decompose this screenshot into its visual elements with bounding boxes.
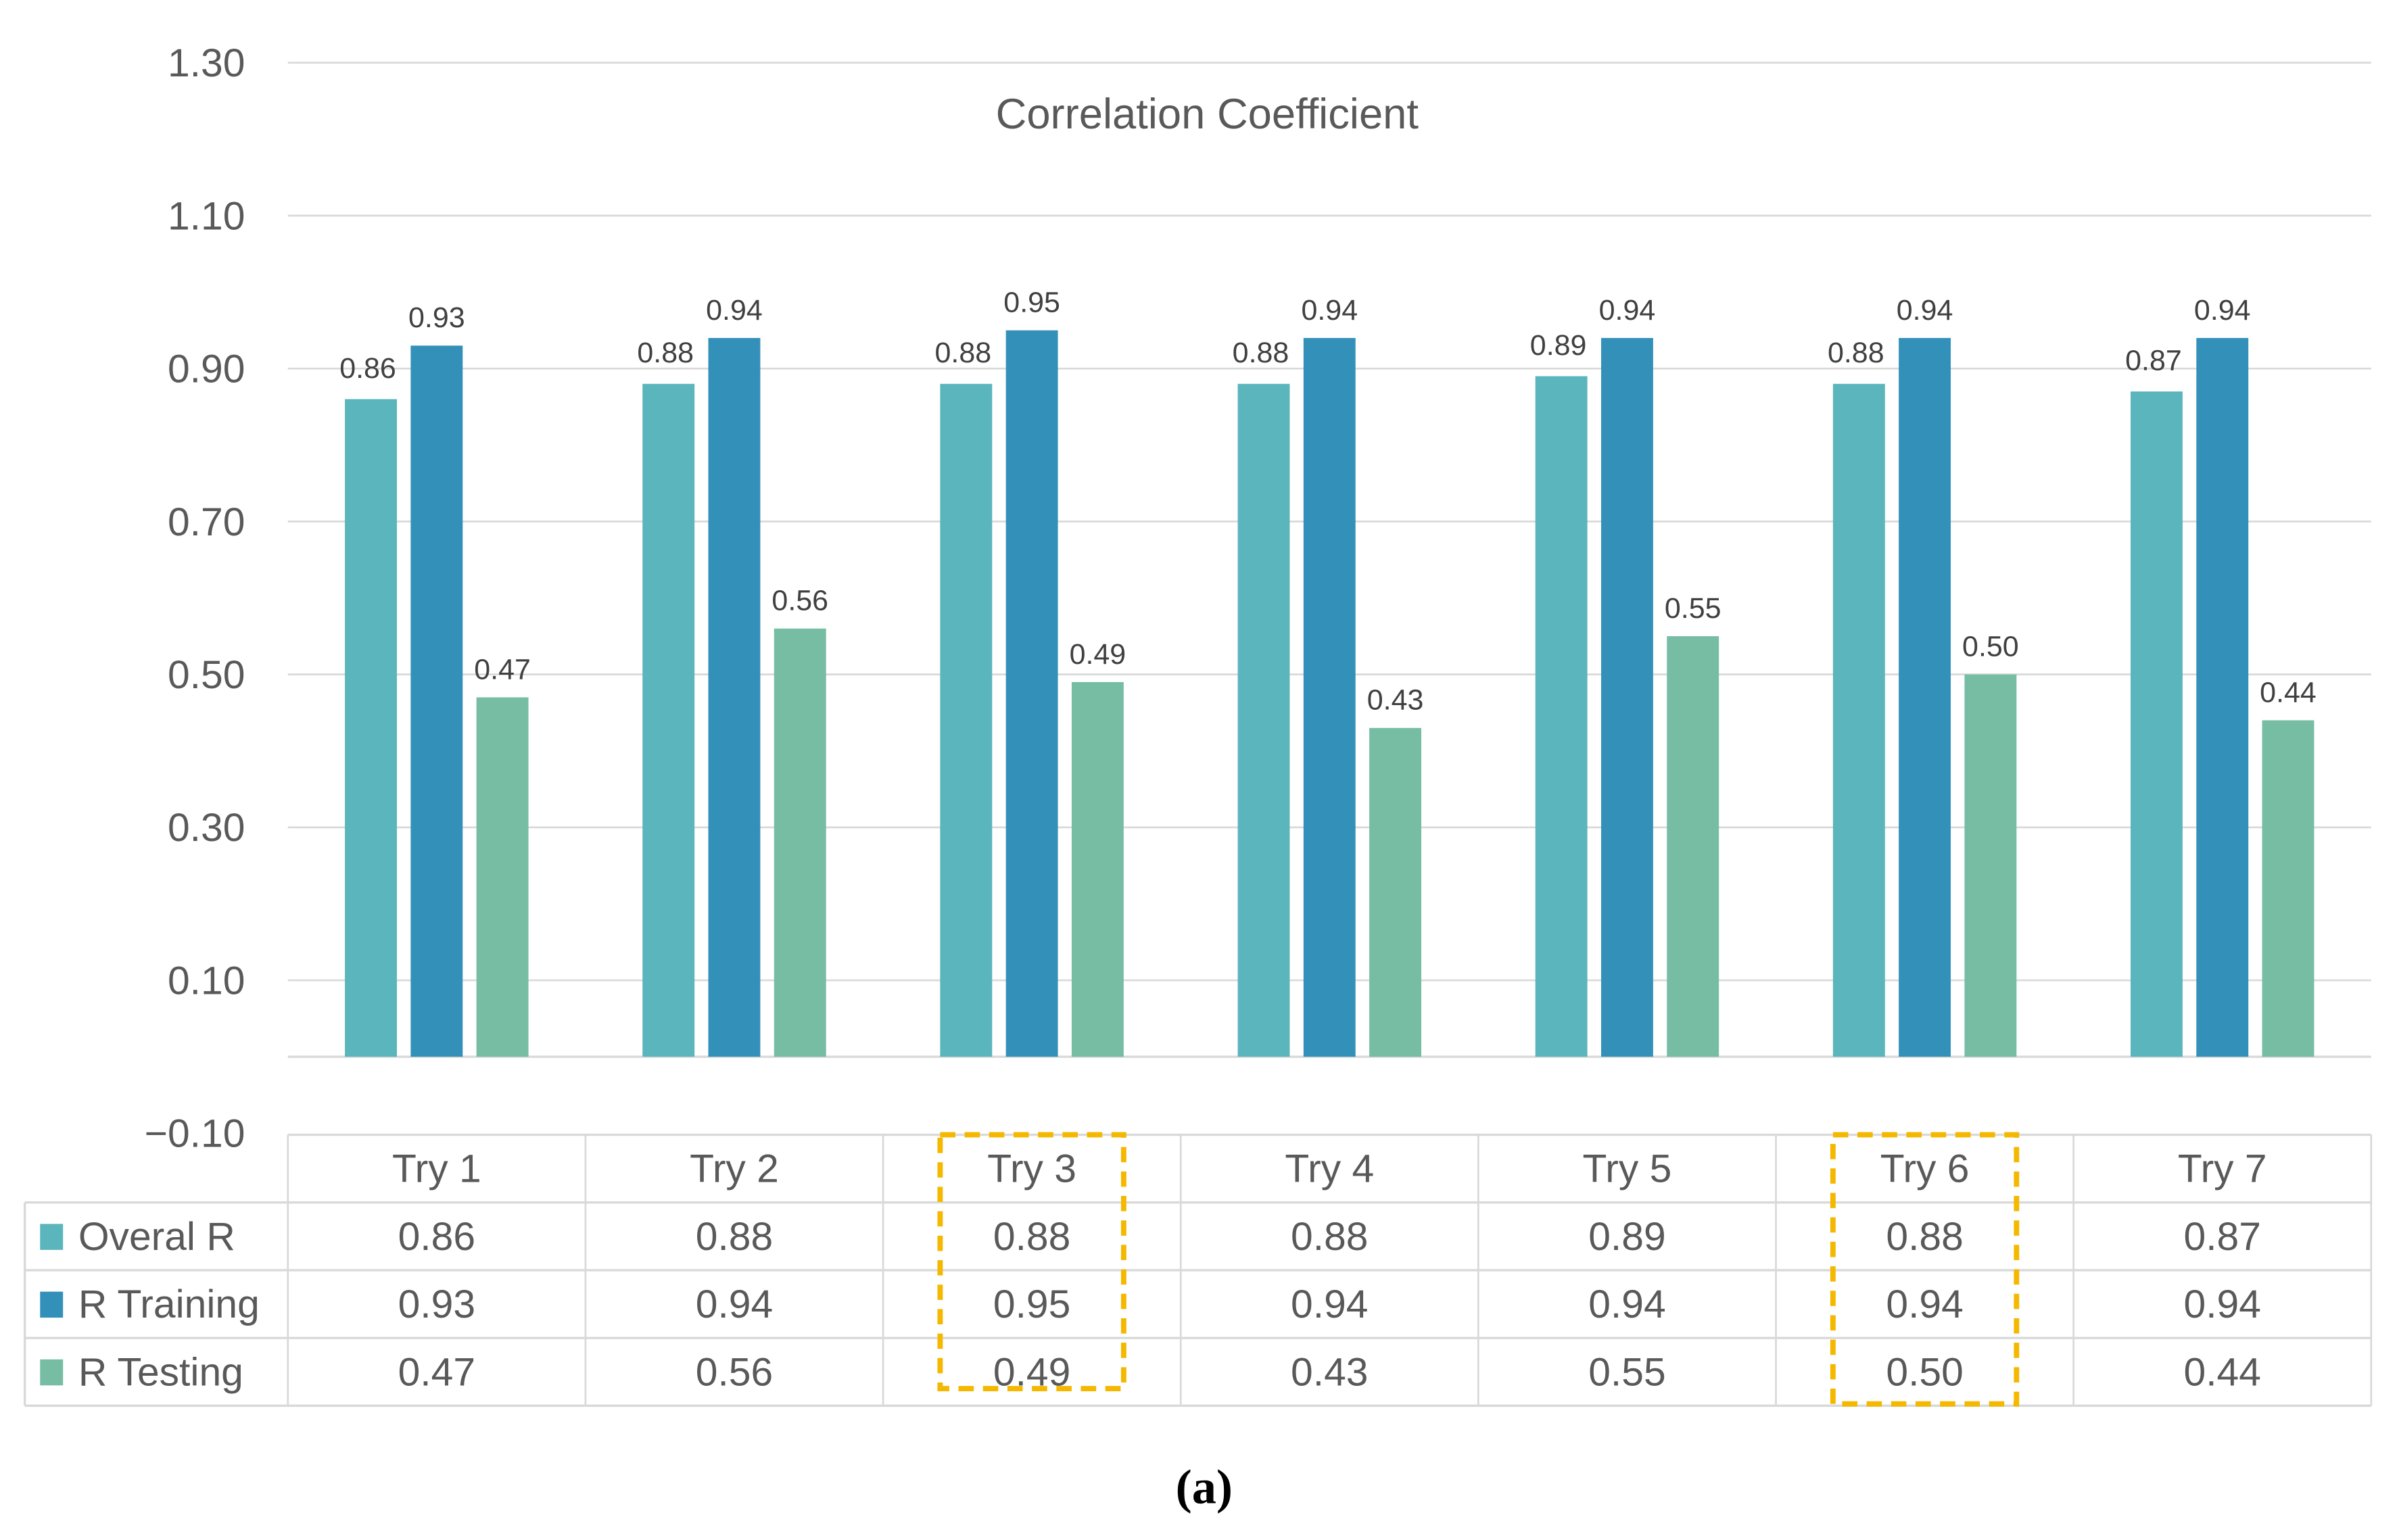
figure-caption: (a) [1176,1460,1233,1514]
legend-label: R Testing [78,1350,243,1394]
table-cell: 0.56 [696,1350,773,1394]
category-label: Try 2 [690,1147,779,1191]
data-label: 0.89 [1530,329,1587,362]
bar-overal-r [642,383,695,1057]
data-label: 0.94 [706,294,763,327]
data-label: 0.94 [1897,294,1953,327]
bar-r-testing [1071,681,1124,1057]
table-cell: 0.47 [398,1350,475,1394]
table-cell: 0.94 [1291,1282,1368,1326]
bar-r-testing [476,697,529,1057]
data-label: 0.88 [935,337,992,369]
table-cell: 0.88 [696,1215,773,1259]
y-tick-label: 0.30 [168,806,245,850]
y-tick-label: 1.30 [168,41,245,85]
data-labels: 0.86 0.88 0.88 0.88 0.89 0.88 0.87 0.93 0.94 0.95… [339,286,2317,716]
data-label: 0.47 [474,653,531,685]
bars [345,330,2314,1057]
data-label: 0.86 [339,352,396,385]
table-cell: 0.88 [1291,1215,1368,1259]
legend-swatch [40,1291,64,1318]
data-label: 0.50 [1962,630,2019,663]
y-tick-label: 0.50 [168,653,245,697]
bar-r-training [1600,337,1653,1057]
bar-r-testing [1964,674,2017,1057]
legend-swatch [40,1224,64,1250]
bar-overal-r [1535,376,1588,1057]
table-cell: 0.55 [1588,1350,1665,1394]
highlight-box [937,1132,1126,1392]
data-label: 0.95 [1003,286,1060,318]
bar-r-training [1005,330,1058,1057]
bar-r-training [708,337,761,1057]
table-cell: 0.86 [398,1215,475,1259]
y-tick-label: 1.10 [168,194,245,238]
table-cell: 0.94 [696,1282,773,1326]
data-label: 0.44 [2260,676,2317,708]
data-label: 0.94 [2194,294,2251,327]
category-label: Try 7 [2178,1147,2267,1191]
bar-r-training [410,345,463,1057]
category-label: Try 3 [987,1147,1076,1191]
table-cell: 0.88 [993,1215,1070,1259]
bar-overal-r [345,399,398,1057]
table-cell: 0.94 [1886,1282,1963,1326]
category-label: Try 5 [1583,1147,1672,1191]
bar-r-testing [1369,727,1422,1057]
y-tick-label: 0.70 [168,500,245,544]
table-cell: 0.44 [2184,1350,2261,1394]
data-label: 0.43 [1367,684,1424,717]
table-cell: 0.50 [1886,1350,1963,1394]
table-cell: 0.95 [993,1282,1070,1326]
data-label: 0.87 [2125,344,2182,377]
bar-r-testing [2262,720,2314,1057]
data-label: 0.49 [1070,638,1126,671]
data-label: 0.88 [1828,337,1884,369]
data-label: 0.94 [1599,294,1656,327]
y-tick-label: 0.10 [168,959,245,1003]
table-cell: 0.93 [398,1282,475,1326]
data-label: 0.88 [1233,337,1289,369]
bar-r-testing [774,628,826,1057]
legend-label: R Training [78,1282,260,1326]
legend-swatch [40,1359,64,1386]
data-label: 0.94 [1301,294,1358,327]
category-label: Try 4 [1285,1147,1374,1191]
bar-overal-r [1832,383,1885,1057]
data-table: Try 1 Try 2 Try 3 Try 4 Try 5 Try 6 Try 7 Overa… [23,1133,2373,1407]
table-cell: 0.43 [1291,1350,1368,1394]
bar-r-training [1303,337,1356,1057]
y-tick-label: −0.10 [145,1112,245,1156]
data-label: 0.93 [408,302,465,334]
table-cell: 0.88 [1886,1215,1963,1259]
data-label: 0.56 [771,585,828,617]
bar-overal-r [940,383,993,1057]
bar-overal-r [1237,383,1290,1057]
data-label: 0.55 [1665,592,1721,625]
chart-title: Correlation Coefficient [996,91,1419,138]
bar-r-training [2196,337,2249,1057]
table-cell: 0.94 [2184,1282,2261,1326]
category-label: Try 6 [1880,1147,1970,1191]
table-cell: 0.94 [1588,1282,1665,1326]
highlight-boxes [937,1132,2020,1407]
bar-r-testing [1667,636,1719,1057]
data-label: 0.88 [637,337,694,369]
bar-r-training [1899,337,1951,1057]
y-axis-ticks: 1.30 1.10 0.90 0.70 0.50 0.30 0.10 −0.10 [145,41,245,1156]
legend-label: Overal R [78,1215,235,1259]
y-tick-label: 0.90 [168,347,245,391]
highlight-box [1830,1132,2020,1407]
bar-overal-r [2131,391,2183,1057]
table-cell: 0.87 [2184,1215,2261,1259]
category-label: Try 1 [392,1147,481,1191]
table-cell: 0.89 [1588,1215,1665,1259]
